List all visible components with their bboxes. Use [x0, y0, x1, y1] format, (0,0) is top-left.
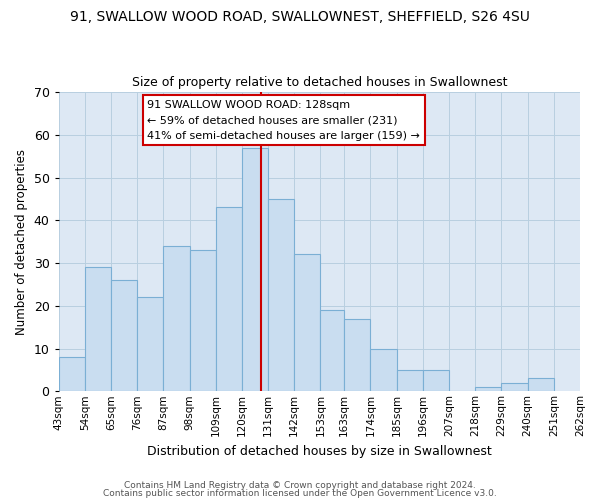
Bar [320, 310, 344, 392]
Bar [370, 348, 397, 392]
Bar [294, 254, 320, 392]
Bar [475, 387, 502, 392]
X-axis label: Distribution of detached houses by size in Swallownest: Distribution of detached houses by size … [147, 444, 491, 458]
Bar [268, 199, 294, 392]
Title: Size of property relative to detached houses in Swallownest: Size of property relative to detached ho… [131, 76, 507, 90]
Bar [163, 246, 190, 392]
Bar [397, 370, 423, 392]
Bar [190, 250, 216, 392]
Bar [502, 382, 527, 392]
Text: 91 SWALLOW WOOD ROAD: 128sqm
← 59% of detached houses are smaller (231)
41% of s: 91 SWALLOW WOOD ROAD: 128sqm ← 59% of de… [147, 100, 420, 140]
Text: 91, SWALLOW WOOD ROAD, SWALLOWNEST, SHEFFIELD, S26 4SU: 91, SWALLOW WOOD ROAD, SWALLOWNEST, SHEF… [70, 10, 530, 24]
Bar [423, 370, 449, 392]
Bar [242, 148, 268, 392]
Text: Contains public sector information licensed under the Open Government Licence v3: Contains public sector information licen… [103, 488, 497, 498]
Bar [344, 318, 370, 392]
Y-axis label: Number of detached properties: Number of detached properties [15, 148, 28, 334]
Bar [85, 268, 111, 392]
Bar [137, 297, 163, 392]
Bar [59, 357, 85, 392]
Bar [111, 280, 137, 392]
Bar [216, 208, 242, 392]
Text: Contains HM Land Registry data © Crown copyright and database right 2024.: Contains HM Land Registry data © Crown c… [124, 481, 476, 490]
Bar [527, 378, 554, 392]
